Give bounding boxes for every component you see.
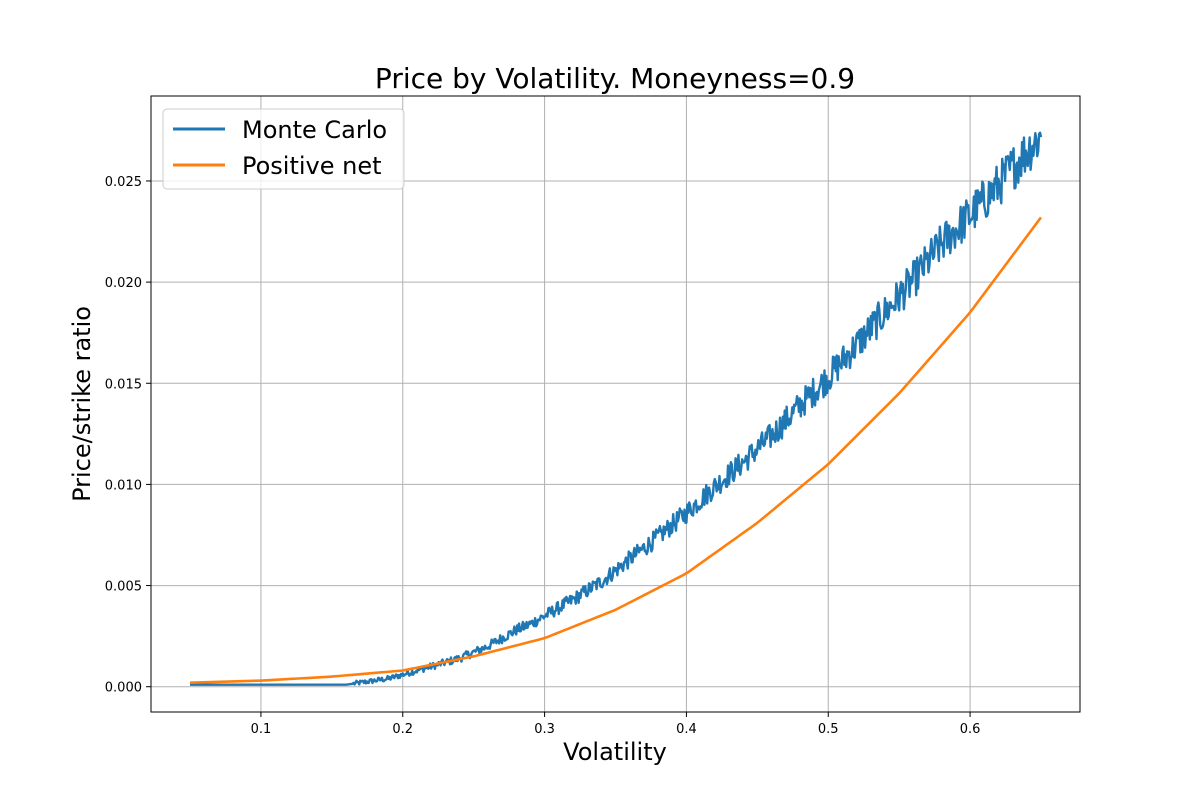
grid <box>151 96 1080 712</box>
y-tick-label: 0.010 <box>105 478 142 493</box>
legend-label-positive-net: Positive net <box>242 152 382 180</box>
series-layer <box>189 131 1043 686</box>
x-axis-label: Volatility <box>563 738 667 766</box>
series-line-monte-carlo <box>189 131 1043 686</box>
y-axis-ticks: 0.000 0.005 0.010 0.015 0.020 0.025 <box>105 175 151 696</box>
x-tick-label: 0.4 <box>676 722 697 737</box>
legend-label-monte-carlo: Monte Carlo <box>242 116 387 144</box>
y-axis-label: Price/strike ratio <box>68 306 96 502</box>
x-tick-label: 0.5 <box>818 722 839 737</box>
legend: Monte Carlo Positive net <box>162 108 405 190</box>
series-line-positive-net <box>189 216 1043 684</box>
x-axis-ticks: 0.1 0.2 0.3 0.4 0.5 0.6 <box>251 712 981 737</box>
plot-frame <box>150 95 1081 713</box>
y-tick-label: 0.000 <box>105 681 142 696</box>
y-tick-label: 0.025 <box>105 175 142 190</box>
x-tick-label: 0.3 <box>534 722 555 737</box>
x-tick-label: 0.1 <box>251 722 272 737</box>
x-tick-label: 0.6 <box>960 722 981 737</box>
x-tick-label: 0.2 <box>392 722 413 737</box>
y-tick-label: 0.015 <box>105 377 142 392</box>
y-tick-label: 0.020 <box>105 276 142 291</box>
y-tick-label: 0.005 <box>105 580 142 595</box>
chart-title: Price by Volatility. Moneyness=0.9 <box>375 62 855 95</box>
